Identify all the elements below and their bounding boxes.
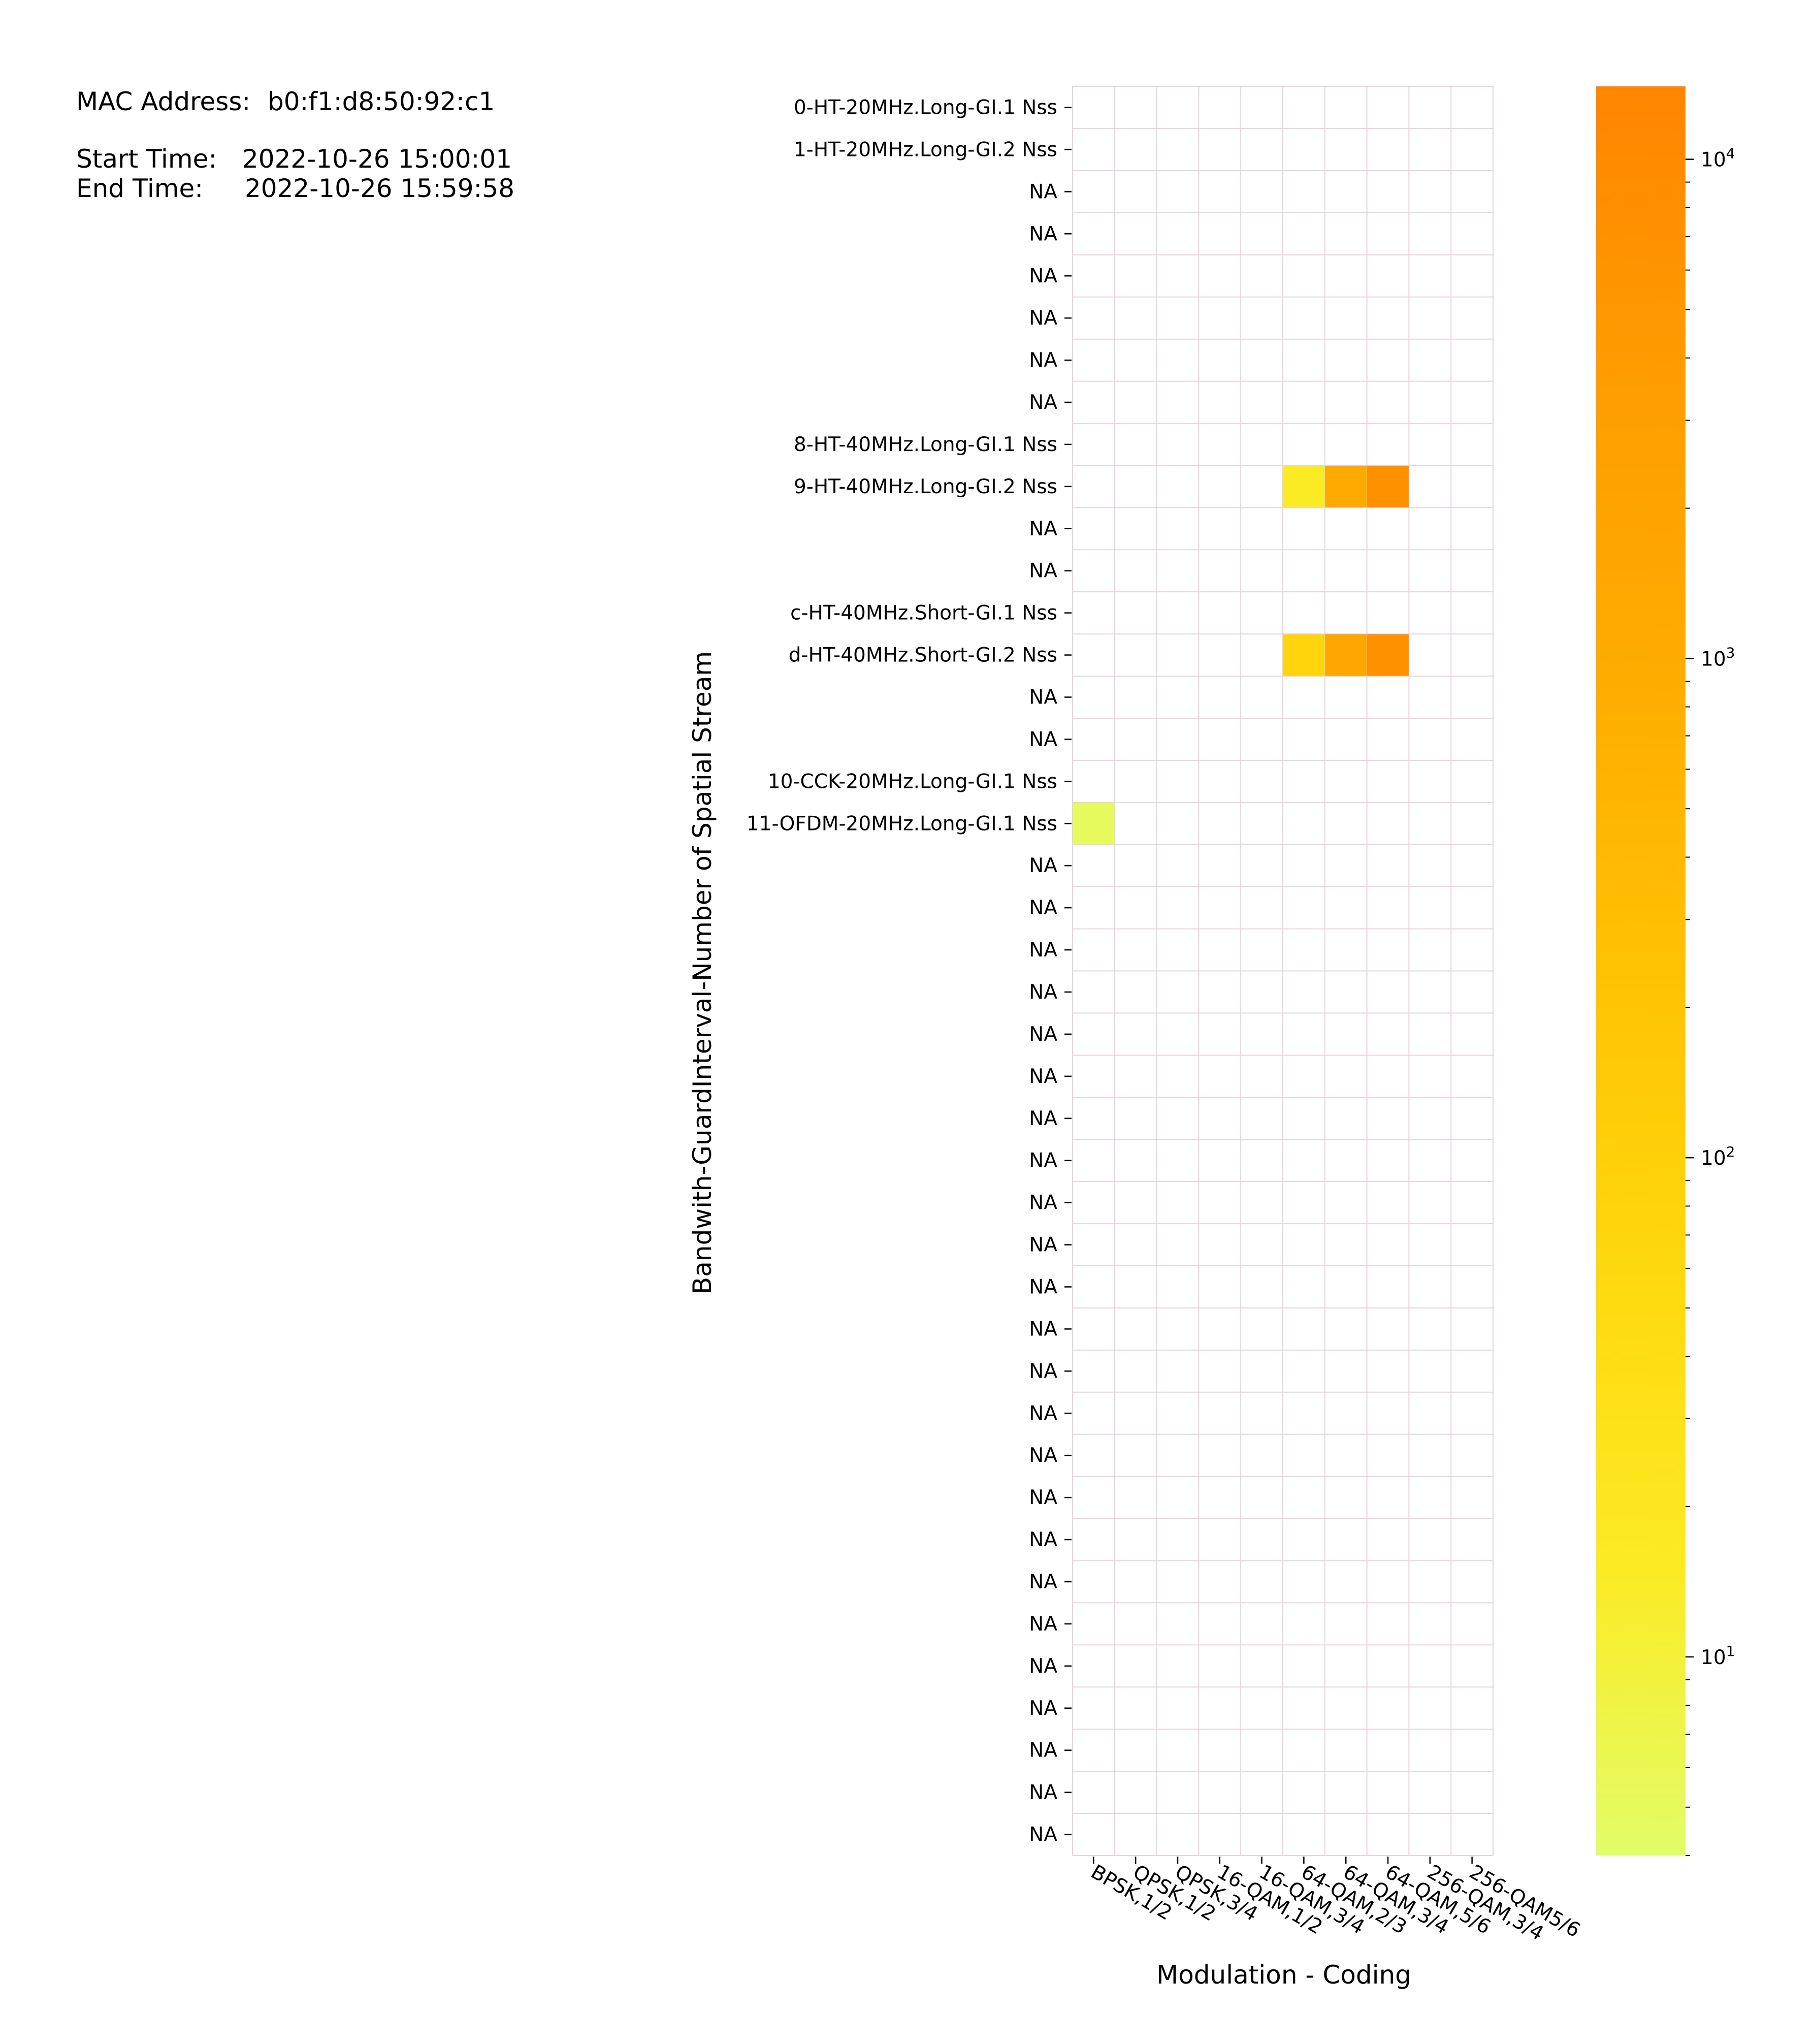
y-tick-label: NA <box>1029 1781 1057 1804</box>
colorbar-gradient <box>1596 86 1686 1856</box>
y-tick-label: NA <box>1029 1402 1057 1425</box>
y-tick-label: NA <box>1029 981 1057 1004</box>
y-tick-label: NA <box>1029 1444 1057 1467</box>
start-label: Start Time: <box>76 144 217 174</box>
start-value: 2022-10-26 15:00:01 <box>242 144 512 174</box>
x-axis-ticks: BPSK,1/2QPSK,1/2QPSK,3/416-QAM,1/216-QAM… <box>1087 1857 1584 1945</box>
y-tick-label: NA <box>1029 939 1057 962</box>
y-tick-label: NA <box>1029 1613 1057 1636</box>
heatmap-cell <box>1072 802 1115 845</box>
y-tick-label: NA <box>1029 1065 1057 1088</box>
colorbar-tick-label: 101 <box>1701 1643 1735 1669</box>
colorbar-tick-label: 102 <box>1701 1143 1735 1170</box>
y-tick-label: NA <box>1029 222 1057 245</box>
y-tick-label: NA <box>1029 854 1057 877</box>
y-tick-label: NA <box>1029 307 1057 330</box>
y-tick-label: NA <box>1029 518 1057 540</box>
y-tick-label: 0-HT-20MHz.Long-GI.1 Nss <box>794 96 1057 119</box>
y-tick-label: 10-CCK-20MHz.Long-GI.1 Nss <box>768 770 1057 793</box>
y-tick-label: NA <box>1029 897 1057 919</box>
y-axis-ticks: 0-HT-20MHz.Long-GI.1 Nss 1-HT-20MHz.Long-… <box>747 96 1072 1846</box>
y-tick-label: 9-HT-40MHz.Long-GI.2 Nss <box>794 475 1057 498</box>
y-tick-label: NA <box>1029 1275 1057 1298</box>
y-tick-label: NA <box>1029 1528 1057 1551</box>
mac-label: MAC Address: <box>76 87 250 116</box>
y-tick-label: NA <box>1029 686 1057 709</box>
info-block: MAC Address: b0:f1:d8:50:92:c1 Start Tim… <box>76 87 514 203</box>
y-tick-label: NA <box>1029 265 1057 288</box>
y-tick-label: NA <box>1029 1697 1057 1720</box>
y-tick-label: NA <box>1029 560 1057 583</box>
heatmap-cell <box>1324 633 1368 677</box>
colorbar-tick-label: 103 <box>1701 644 1735 670</box>
mac-value: b0:f1:d8:50:92:c1 <box>268 87 495 116</box>
heatmap-cell <box>1367 465 1409 508</box>
y-tick-label: NA <box>1029 1360 1057 1383</box>
y-tick-label: NA <box>1029 391 1057 414</box>
heatmap-grid <box>1072 86 1494 1856</box>
y-tick-label: NA <box>1029 1655 1057 1678</box>
colorbar-tick-label: 104 <box>1701 145 1735 172</box>
y-tick-label: 8-HT-40MHz.Long-GI.1 Nss <box>794 433 1057 456</box>
y-tick-label: NA <box>1029 1486 1057 1509</box>
y-tick-label: NA <box>1029 1107 1057 1130</box>
y-tick-label: NA <box>1029 1234 1057 1257</box>
end-value: 2022-10-26 15:59:58 <box>245 174 514 203</box>
y-tick-label: NA <box>1029 1571 1057 1593</box>
x-axis-title: Modulation - Coding <box>1156 1960 1411 1990</box>
y-tick-label: NA <box>1029 349 1057 372</box>
end-label: End Time: <box>76 174 203 203</box>
y-axis-title: Bandwith-GuardInterval-Number of Spatial… <box>688 651 717 1294</box>
y-tick-label: 11-OFDM-20MHz.Long-GI.1 Nss <box>747 812 1057 835</box>
y-tick-label: NA <box>1029 1149 1057 1172</box>
y-tick-label: 1-HT-20MHz.Long-GI.2 Nss <box>794 138 1057 161</box>
y-tick-label: c-HT-40MHz.Short-GI.1 Nss <box>790 602 1057 625</box>
y-tick-label: NA <box>1029 1739 1057 1762</box>
y-tick-label: NA <box>1029 180 1057 203</box>
y-tick-label: NA <box>1029 1023 1057 1046</box>
heatmap-cell <box>1324 465 1368 508</box>
y-tick-label: NA <box>1029 1318 1057 1340</box>
heatmap-cell <box>1282 633 1325 677</box>
colorbar: 101 102 103 104 <box>1596 86 1735 1856</box>
y-tick-label: NA <box>1029 728 1057 751</box>
y-tick-label: d-HT-40MHz.Short-GI.2 Nss <box>789 644 1057 667</box>
heatmap-cell <box>1282 465 1325 508</box>
y-tick-label: NA <box>1029 1824 1057 1846</box>
heatmap-cells <box>1072 465 1409 845</box>
heatmap-cell <box>1367 633 1409 677</box>
y-tick-label: NA <box>1029 1192 1057 1215</box>
